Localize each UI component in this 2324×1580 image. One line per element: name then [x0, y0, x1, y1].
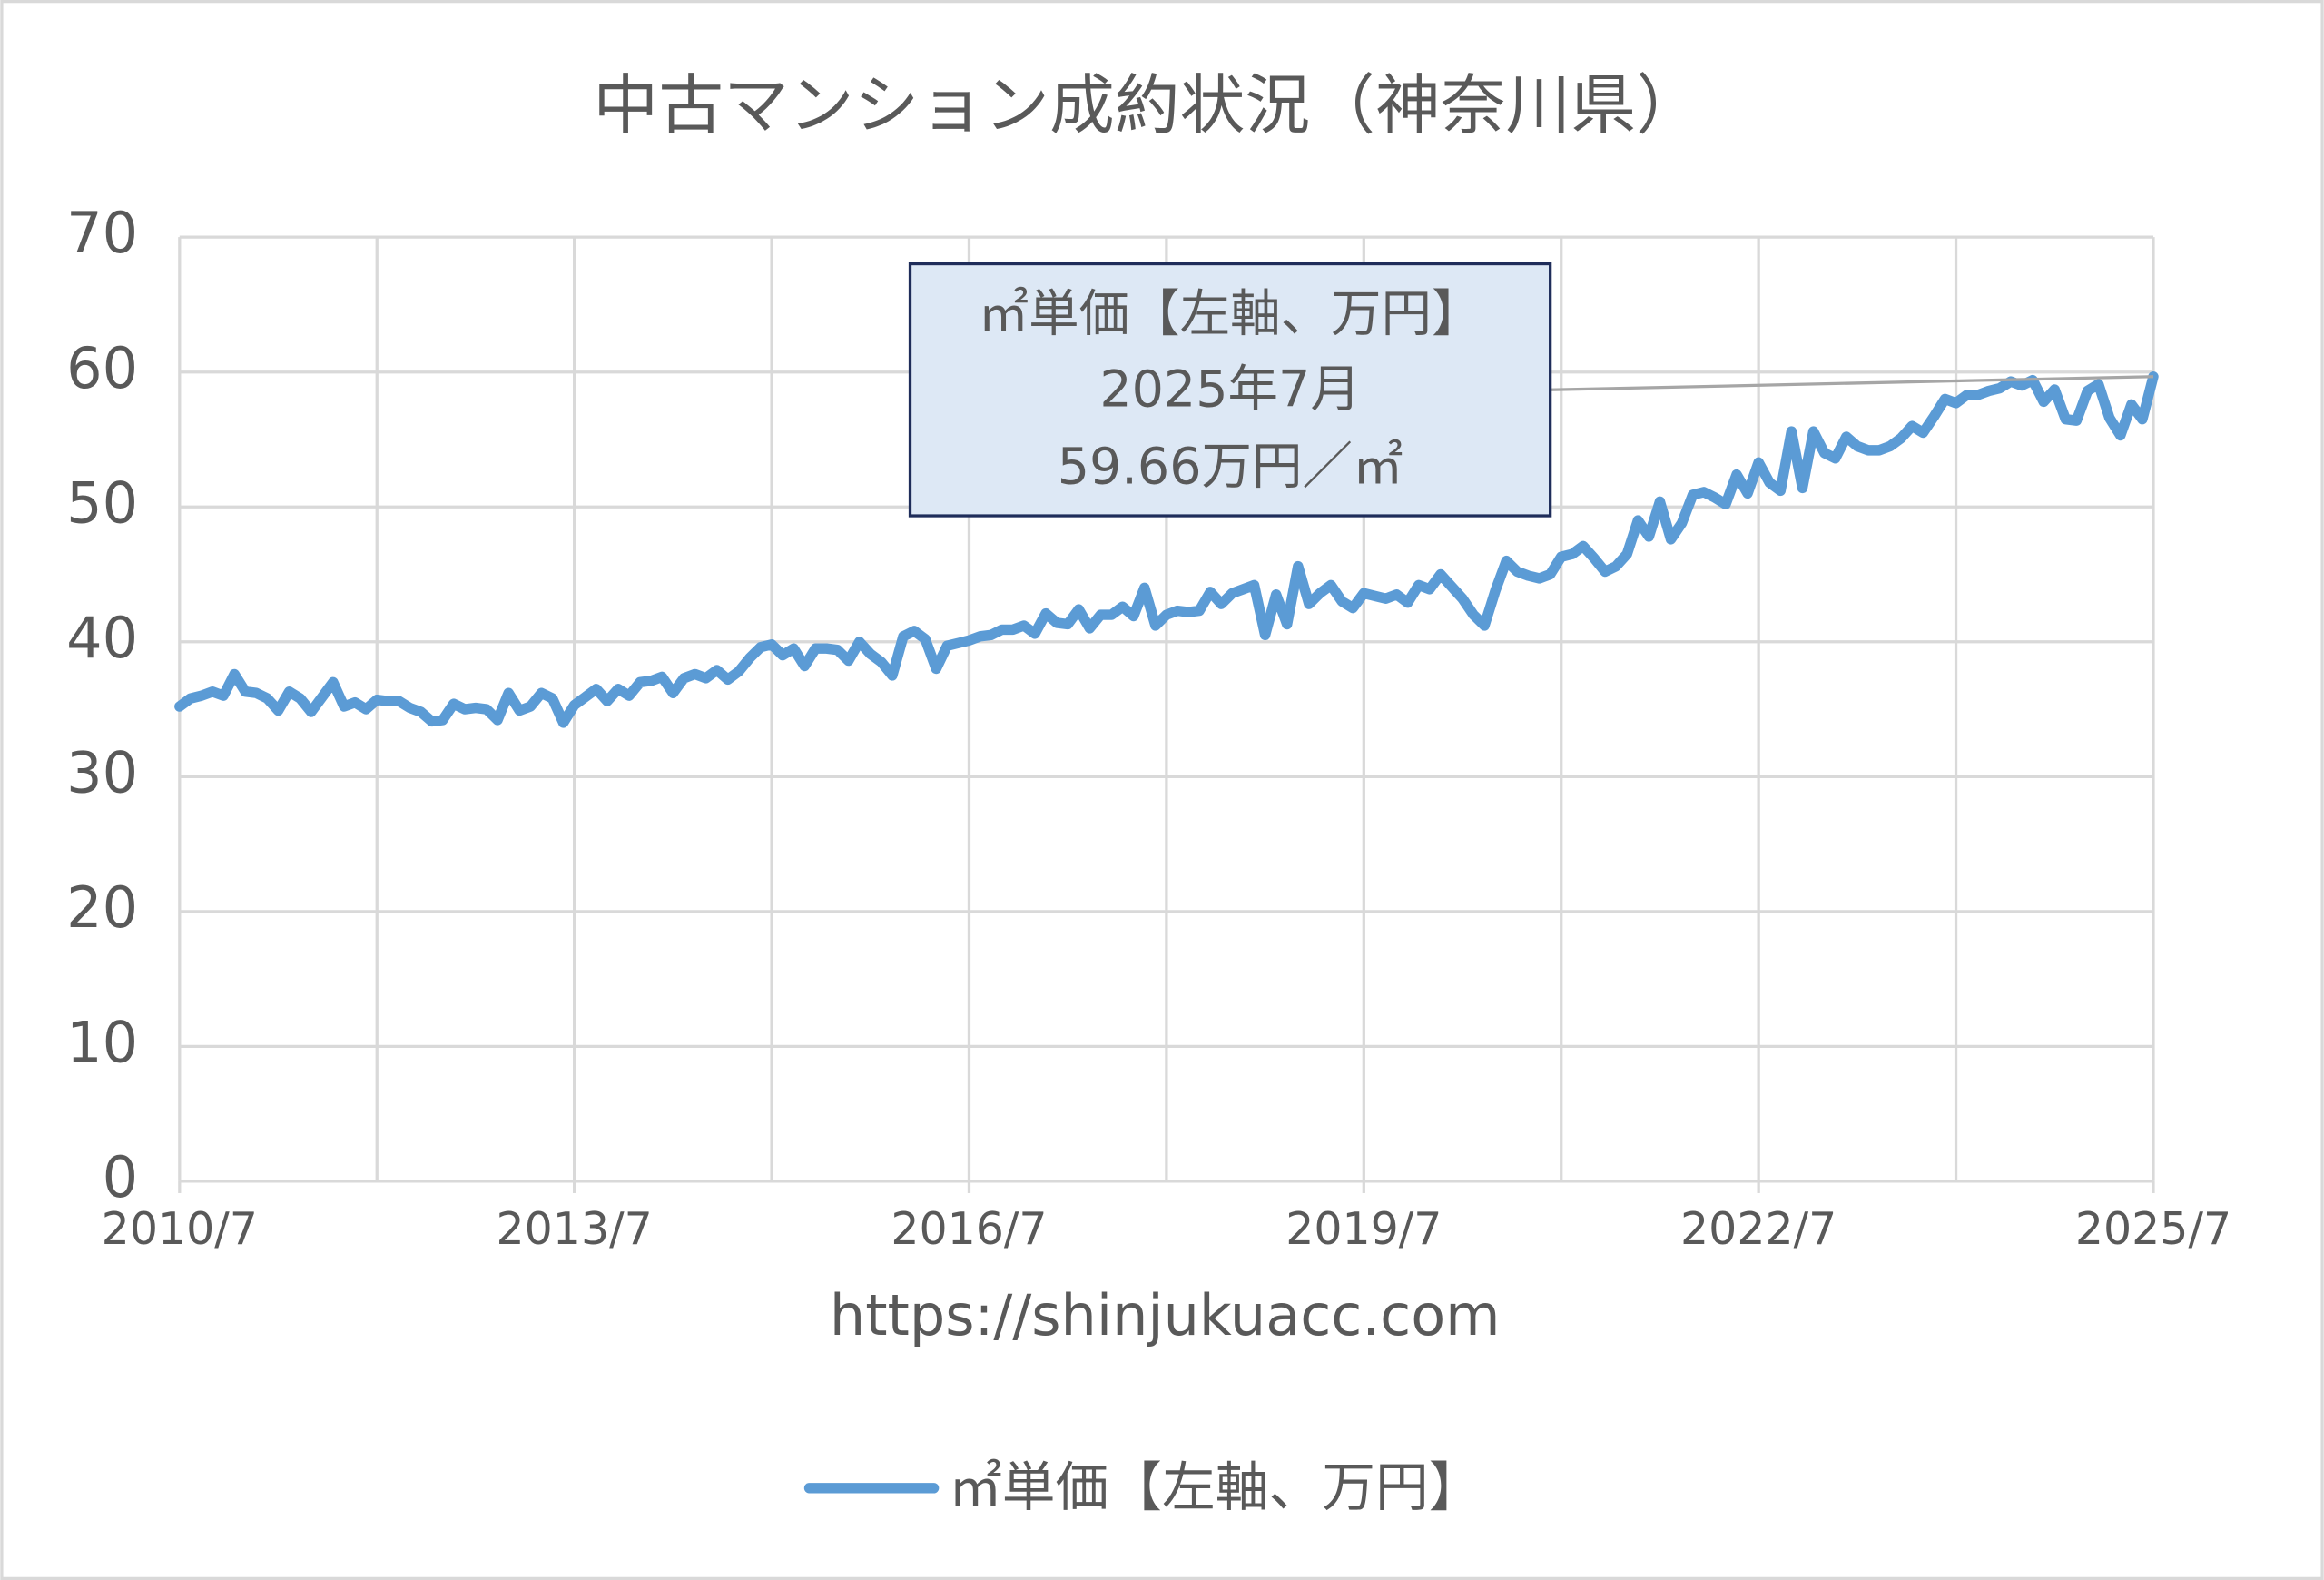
y-tick-label: 70	[66, 200, 138, 266]
x-axis-label: https://shinjukuacc.com	[830, 1282, 1501, 1348]
callout-date: 2025年7月	[1099, 360, 1360, 420]
x-tick-label: 2013/7	[497, 1203, 653, 1255]
x-tick-label: 2010/7	[102, 1203, 258, 1255]
x-tick-label: 2025/7	[2075, 1203, 2231, 1255]
y-tick-label: 50	[66, 469, 138, 536]
data-line	[174, 371, 2159, 728]
y-tick-label: 60	[66, 335, 138, 401]
x-tick-label: 2019/7	[1285, 1203, 1442, 1255]
x-tick-label: 2016/7	[891, 1203, 1047, 1255]
legend-label: ㎡単価【左軸、万円】	[949, 1456, 1482, 1518]
callout-box	[908, 262, 1552, 518]
y-tick-label: 20	[66, 874, 138, 941]
chart-title: 中古マンション成約状況（神奈川県）	[593, 66, 1701, 143]
x-tick-label: 2022/7	[1680, 1203, 1837, 1255]
y-tick-label: 0	[103, 1144, 138, 1210]
callout-series: ㎡単価【左軸、万円】	[979, 284, 1482, 343]
callout-value: 59.66万円／㎡	[1058, 438, 1403, 497]
y-tick-label: 10	[66, 1009, 138, 1075]
y-tick-label: 40	[66, 605, 138, 671]
y-tick-label: 30	[66, 739, 138, 805]
callout-leader	[1550, 375, 2154, 391]
